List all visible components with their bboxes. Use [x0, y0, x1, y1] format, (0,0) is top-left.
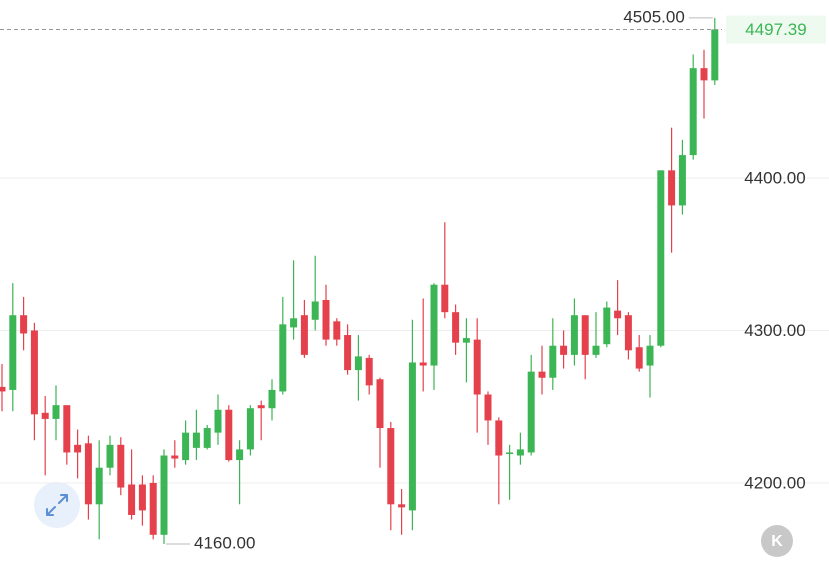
candle-body	[225, 409, 233, 461]
candle-body	[182, 432, 190, 461]
candle-body	[570, 315, 578, 355]
candle-body	[462, 338, 470, 343]
candle-body	[560, 345, 568, 355]
candle-body	[527, 371, 535, 453]
candle-body	[149, 482, 157, 535]
candle-body	[279, 324, 287, 392]
candle-body	[376, 379, 384, 429]
candle-body	[614, 310, 622, 319]
candle-body	[268, 389, 276, 409]
y-tick-label: 4300.00	[744, 321, 805, 340]
expand-button-bg[interactable]	[34, 482, 80, 528]
expand-button[interactable]	[34, 482, 80, 528]
candle-body	[214, 409, 222, 433]
candle-body	[484, 394, 492, 421]
candle-body	[203, 428, 211, 448]
candle-body	[678, 155, 686, 206]
candle-body	[365, 357, 373, 386]
candle-body	[30, 330, 38, 415]
expand-icon[interactable]	[46, 494, 68, 516]
last-price-bg	[726, 15, 826, 44]
candle-body	[333, 321, 341, 340]
candle-body	[398, 504, 406, 508]
candle-body	[354, 356, 362, 371]
last-price-label: 4497.39	[745, 20, 806, 39]
low-label: 4160.00	[194, 533, 255, 552]
candle-body	[171, 455, 179, 459]
candle-body	[128, 484, 136, 515]
candle-body	[516, 449, 524, 456]
candle-body	[344, 335, 352, 371]
candle-body	[668, 170, 676, 206]
candle-body	[549, 345, 557, 378]
candle-body	[52, 405, 60, 419]
candle-body	[117, 444, 125, 488]
k-button-bg[interactable]	[761, 525, 793, 557]
candle-body	[63, 405, 71, 453]
candle-body	[41, 412, 49, 419]
candle-body	[138, 484, 146, 511]
candle-body	[473, 339, 481, 395]
candle-body	[711, 29, 719, 81]
candle-body	[95, 467, 103, 505]
candle-body	[84, 443, 92, 505]
candle-body	[624, 315, 632, 351]
candle-body	[441, 284, 449, 313]
candle-body	[506, 452, 514, 454]
candle-body	[192, 432, 200, 448]
candle-body	[0, 386, 6, 392]
candle-body	[20, 315, 28, 334]
candle-body	[74, 444, 82, 453]
candle-body	[430, 284, 438, 366]
candle-body	[300, 315, 308, 355]
candle-body	[603, 307, 611, 345]
candle-body	[419, 362, 427, 366]
candle-body	[322, 299, 330, 340]
candle-body	[106, 444, 114, 468]
candle-body	[452, 312, 460, 343]
candle-body	[408, 362, 416, 511]
candle-body	[689, 68, 697, 156]
candle-body	[635, 347, 643, 369]
candle-body	[387, 428, 395, 505]
candle-body	[236, 449, 244, 461]
candle-body	[581, 315, 589, 355]
candle-body	[311, 301, 319, 320]
candle-body	[646, 345, 654, 366]
y-tick-label: 4400.00	[744, 168, 805, 187]
k-button-label[interactable]: K	[771, 533, 783, 550]
candle-body	[257, 405, 265, 409]
high-label: 4505.00	[623, 7, 684, 26]
candle-body	[700, 68, 708, 81]
candle-body	[495, 420, 503, 456]
candle-body	[160, 455, 168, 535]
y-tick-label: 4200.00	[744, 473, 805, 492]
k-button[interactable]: K	[761, 525, 793, 557]
candle-body	[538, 371, 546, 378]
candle-body	[592, 345, 600, 355]
candle-body	[657, 170, 665, 346]
candle-body	[246, 408, 254, 450]
candle-body	[290, 318, 298, 328]
candle-body	[9, 315, 17, 390]
